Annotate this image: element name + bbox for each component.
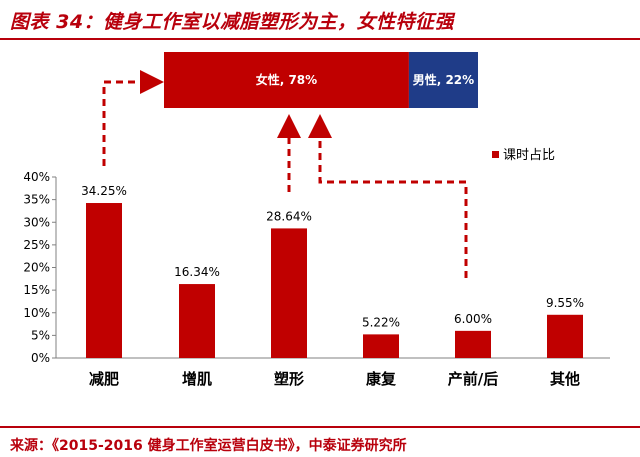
data-label: 9.55% <box>546 296 584 310</box>
y-tick-label: 15% <box>23 283 50 297</box>
segment-label: 男性, 22% <box>413 72 474 87</box>
arrow-prenatal <box>308 114 468 278</box>
category-label: 塑形 <box>274 370 304 388</box>
data-labels: 34.25% 16.34% 28.64% 5.22% 6.00% 9.55% <box>81 184 584 329</box>
data-label: 28.64% <box>266 209 312 223</box>
legend: 课时占比 <box>492 148 555 163</box>
header: 图表 34：健身工作室以减脂塑形为主，女性特征强 <box>0 0 640 40</box>
source-note: 来源：《2015-2016 健身工作室运营白皮书》，中泰证券研究所 <box>10 438 407 454</box>
footer: 来源：《2015-2016 健身工作室运营白皮书》，中泰证券研究所 <box>0 426 640 457</box>
category-label: 产前/后 <box>448 370 498 388</box>
category-label: 康复 <box>366 370 397 388</box>
bar <box>86 203 122 358</box>
stacked-segment <box>408 52 478 108</box>
bar <box>363 334 399 358</box>
chart-canvas: 女性, 78% 男性, 22% 0% 5% 10% 15% 20% 25% 30% 35% 40%… <box>23 52 610 388</box>
y-tick-label: 20% <box>23 261 50 275</box>
y-tick-label: 40% <box>23 170 50 184</box>
segment-label: 女性, 78% <box>256 72 317 87</box>
category-label: 增肌 <box>182 370 212 388</box>
y-tick-label: 0% <box>31 351 50 365</box>
bar <box>455 330 491 358</box>
bar <box>271 228 307 358</box>
bar <box>547 314 583 358</box>
data-label: 6.00% <box>454 312 492 326</box>
bar-series <box>86 203 583 358</box>
y-tick-label: 5% <box>31 328 50 342</box>
gender-stacked-bar: 女性, 78% 男性, 22% <box>164 52 478 108</box>
category-label: 其他 <box>550 370 580 388</box>
data-label: 16.34% <box>174 265 220 279</box>
chart-title: 图表 34：健身工作室以减脂塑形为主，女性特征强 <box>10 11 455 33</box>
arrow-connectors <box>102 70 468 278</box>
data-label: 5.22% <box>362 315 400 329</box>
data-label: 34.25% <box>81 184 127 198</box>
legend-swatch <box>492 151 499 158</box>
y-axis: 0% 5% 10% 15% 20% 25% 30% 35% 40% <box>23 170 610 365</box>
legend-label: 课时占比 <box>503 148 555 163</box>
y-tick-label: 25% <box>23 238 50 252</box>
x-axis-categories: 减肥 增肌 塑形 康复 产前/后 其他 <box>89 370 580 388</box>
y-tick-label: 35% <box>23 193 50 207</box>
arrow-reduce-fat <box>102 70 164 166</box>
y-tick-label: 30% <box>23 215 50 229</box>
stacked-segment <box>164 52 409 108</box>
category-label: 减肥 <box>89 370 119 388</box>
y-tick-label: 10% <box>23 306 50 320</box>
bar <box>179 284 215 358</box>
